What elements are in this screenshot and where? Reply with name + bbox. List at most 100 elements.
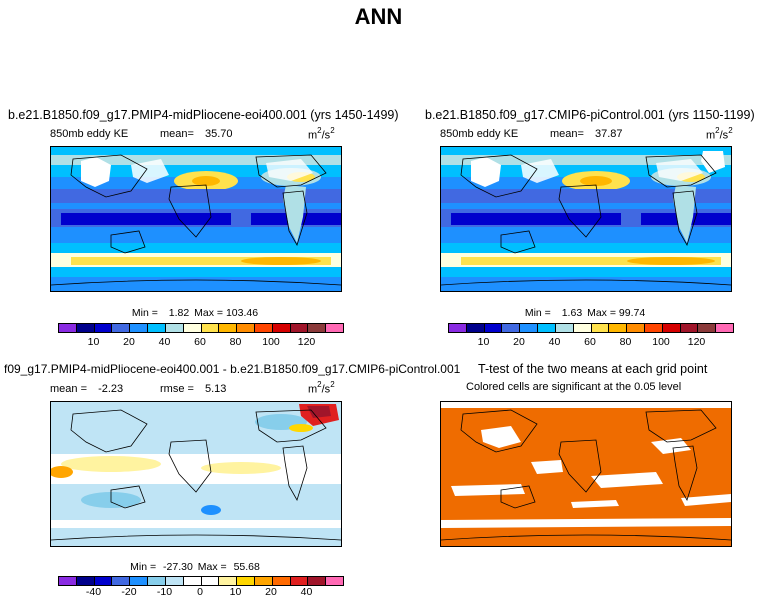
page-title: ANN <box>354 4 403 29</box>
colorbar-swatch <box>644 324 663 332</box>
colorbar-swatch <box>308 324 327 332</box>
colorbar-swatch <box>272 577 291 585</box>
colorbar-swatch <box>627 324 645 332</box>
colorbar-swatch <box>59 577 77 585</box>
colorbar-tick-label: 40 <box>548 336 561 348</box>
colorbar-tick-label: -40 <box>85 586 102 598</box>
colorbar-swatch <box>502 324 521 332</box>
panel3-minmax: Min = -27.30 Max = 55.68 <box>130 561 260 573</box>
colorbar-tick-label: 120 <box>297 336 316 348</box>
colorbar-tick-label: 60 <box>584 336 596 348</box>
colorbar-tick-label: 20 <box>123 336 135 348</box>
panel3-map <box>50 401 342 547</box>
colorbar-swatch <box>254 324 273 332</box>
colorbar-swatch <box>308 577 327 585</box>
panel2-minmax: Min = 1.63 Max = 99.74 <box>524 307 646 319</box>
colorbar-swatch <box>326 324 343 332</box>
panel4-map <box>440 401 732 547</box>
panel2-units: m2/s2 <box>706 126 733 142</box>
colorbar-tick-label: 60 <box>194 336 206 348</box>
colorbar-tick-label: 0 <box>197 586 203 598</box>
colorbar-swatch <box>148 324 166 332</box>
colorbar-tick-label: 40 <box>300 586 313 598</box>
colorbar-tick-label: -20 <box>121 586 137 598</box>
colorbar-swatch <box>219 324 238 332</box>
colorbar-swatch <box>484 324 503 332</box>
panel3-mean: mean = -2.23 <box>50 383 124 395</box>
colorbar-swatch <box>219 577 238 585</box>
colorbar-swatch <box>112 577 131 585</box>
colorbar-swatch <box>165 577 184 585</box>
colorbar-tick-label: -10 <box>156 586 173 598</box>
colorbar-swatch <box>591 324 610 332</box>
panel3-rmse: rmse = 5.13 <box>160 383 227 395</box>
colorbar-swatch <box>290 324 309 332</box>
panel2-mean: mean= 37.87 <box>550 128 623 140</box>
colorbar-swatch <box>59 324 77 332</box>
panel2-mean-value: 37.87 <box>595 128 623 140</box>
panel1-mean: mean= 35.70 <box>160 128 233 140</box>
colorbar-swatch <box>94 577 113 585</box>
colorbar-swatch <box>201 577 220 585</box>
colorbar-swatch <box>520 324 539 332</box>
panel3-title: f09_g17.PMIP4-midPliocene-eoi400.001 - b… <box>4 362 461 376</box>
colorbar-swatch <box>272 324 291 332</box>
colorbar-swatch <box>148 577 166 585</box>
panel1-colorbar-ticks: 10 20 40 60 80 100 120 <box>58 336 342 350</box>
colorbar-swatch <box>237 577 255 585</box>
colorbar-swatch <box>237 324 255 332</box>
colorbar-tick-label: 20 <box>513 336 525 348</box>
panel4-title: T-test of the two means at each grid poi… <box>478 362 708 376</box>
colorbar-swatch <box>662 324 681 332</box>
colorbar-tick-label: 80 <box>229 336 242 348</box>
panel2-title: b.e21.B1850.f09_g17.CMIP6-piControl.001 … <box>425 108 755 122</box>
colorbar-swatch <box>290 577 309 585</box>
colorbar-tick-label: 100 <box>652 336 670 348</box>
panel2-colorbar <box>448 323 734 333</box>
colorbar-swatch <box>94 324 113 332</box>
colorbar-swatch <box>112 324 131 332</box>
colorbar-swatch <box>680 324 699 332</box>
colorbar-tick-label: 80 <box>619 336 632 348</box>
colorbar-tick-label: 10 <box>229 586 242 598</box>
panel1-variable-label: 850mb eddy KE <box>50 128 129 140</box>
colorbar-tick-label: 40 <box>158 336 171 348</box>
panel1-map <box>50 146 342 292</box>
colorbar-swatch <box>449 324 467 332</box>
colorbar-swatch <box>254 577 273 585</box>
colorbar-swatch <box>573 324 592 332</box>
panel1-colorbar <box>58 323 344 333</box>
colorbar-tick-label: 120 <box>687 336 706 348</box>
panel4-subtitle: Colored cells are significant at the 0.0… <box>466 381 682 393</box>
colorbar-tick-label: 10 <box>87 336 100 348</box>
colorbar-swatch <box>201 324 220 332</box>
panel1-title: b.e21.B1850.f09_g17.PMIP4-midPliocene-eo… <box>8 108 399 122</box>
colorbar-swatch <box>698 324 717 332</box>
colorbar-tick-label: 20 <box>265 586 277 598</box>
colorbar-swatch <box>716 324 733 332</box>
colorbar-swatch <box>76 577 95 585</box>
colorbar-tick-label: 100 <box>262 336 280 348</box>
panel1-minmax: Min = 1.82 Max = 103.46 <box>131 307 259 319</box>
colorbar-swatch <box>183 577 202 585</box>
colorbar-swatch <box>130 324 149 332</box>
panel1-mean-label: mean= <box>160 128 194 140</box>
colorbar-swatch <box>183 324 202 332</box>
panel1-mean-value: 35.70 <box>205 128 233 140</box>
colorbar-swatch <box>326 577 343 585</box>
panel3-colorbar <box>58 576 344 586</box>
colorbar-swatch <box>466 324 485 332</box>
panel2-map <box>440 146 732 292</box>
panel2-colorbar-ticks: 10 20 40 60 80 100 120 <box>448 336 732 350</box>
colorbar-swatch <box>555 324 574 332</box>
colorbar-swatch <box>76 324 95 332</box>
colorbar-tick-label: 10 <box>477 336 490 348</box>
panel2-mean-label: mean= <box>550 128 584 140</box>
panel3-colorbar-ticks: -40 -20 -10 0 10 20 40 <box>58 586 342 599</box>
colorbar-swatch <box>165 324 184 332</box>
colorbar-swatch <box>609 324 628 332</box>
colorbar-swatch <box>130 577 149 585</box>
panel2-variable-label: 850mb eddy KE <box>440 128 519 140</box>
panel1-units: m2/s2 <box>308 126 335 142</box>
panel3-units: m2/s2 <box>308 380 335 396</box>
